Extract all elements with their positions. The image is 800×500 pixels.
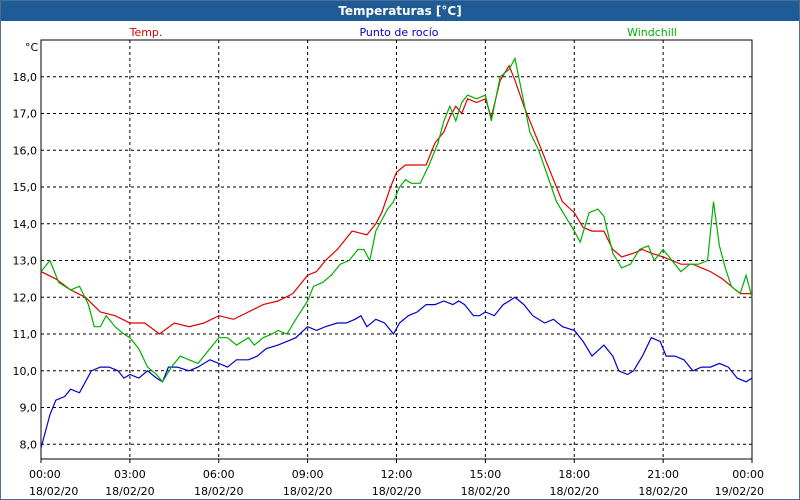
y-tick-label: 13,0 bbox=[13, 255, 38, 268]
x-tick-time-label: 09:00 bbox=[292, 468, 324, 481]
x-tick-time-label: 00:00 bbox=[732, 468, 764, 481]
series-line-1 bbox=[40, 64, 752, 335]
plot-area bbox=[40, 39, 753, 460]
y-tick-label: 9,0 bbox=[20, 402, 38, 415]
x-tick-date-label: 18/02/20 bbox=[638, 485, 687, 498]
x-tick-time-label: 18:00 bbox=[558, 468, 590, 481]
x-tick-date-label: 18/02/20 bbox=[283, 485, 332, 498]
y-axis-label: °C bbox=[25, 41, 39, 54]
legend-entry: Windchill bbox=[627, 26, 677, 39]
y-tick-label: 15,0 bbox=[13, 181, 38, 194]
x-tick-date-label: 19/02/20 bbox=[715, 485, 764, 498]
y-tick-label: 18,0 bbox=[13, 71, 38, 84]
y-tick-label: 10,0 bbox=[13, 365, 38, 378]
x-tick-date-label: 18/02/20 bbox=[29, 485, 78, 498]
x-tick-time-label: 15:00 bbox=[470, 468, 502, 481]
x-tick-time-label: 21:00 bbox=[647, 468, 679, 481]
y-tick-label: 17,0 bbox=[13, 108, 38, 121]
legend-entry: Temp. bbox=[129, 26, 163, 39]
legend-entry: Punto de rocío bbox=[359, 26, 438, 39]
window-title: Temperaturas [°C] bbox=[1, 1, 799, 21]
y-tick-label: 14,0 bbox=[13, 218, 38, 231]
x-tick-time-label: 06:00 bbox=[203, 468, 235, 481]
y-tick-label: 16,0 bbox=[13, 144, 38, 157]
x-tick-date-label: 18/02/20 bbox=[105, 485, 154, 498]
x-tick-date-label: 18/02/20 bbox=[194, 485, 243, 498]
y-tick-label: 8,0 bbox=[20, 438, 38, 451]
x-tick-date-label: 18/02/20 bbox=[372, 485, 421, 498]
series-line-2 bbox=[40, 296, 753, 449]
y-tick-label: 12,0 bbox=[13, 291, 38, 304]
x-tick-time-label: 03:00 bbox=[114, 468, 146, 481]
x-tick-date-label: 18/02/20 bbox=[461, 485, 510, 498]
series-line-3 bbox=[40, 56, 753, 383]
y-tick-label: 11,0 bbox=[13, 328, 38, 341]
x-tick-time-label: 12:00 bbox=[381, 468, 413, 481]
x-tick-time-label: 00:00 bbox=[29, 468, 61, 481]
x-tick-date-label: 18/02/20 bbox=[550, 485, 599, 498]
